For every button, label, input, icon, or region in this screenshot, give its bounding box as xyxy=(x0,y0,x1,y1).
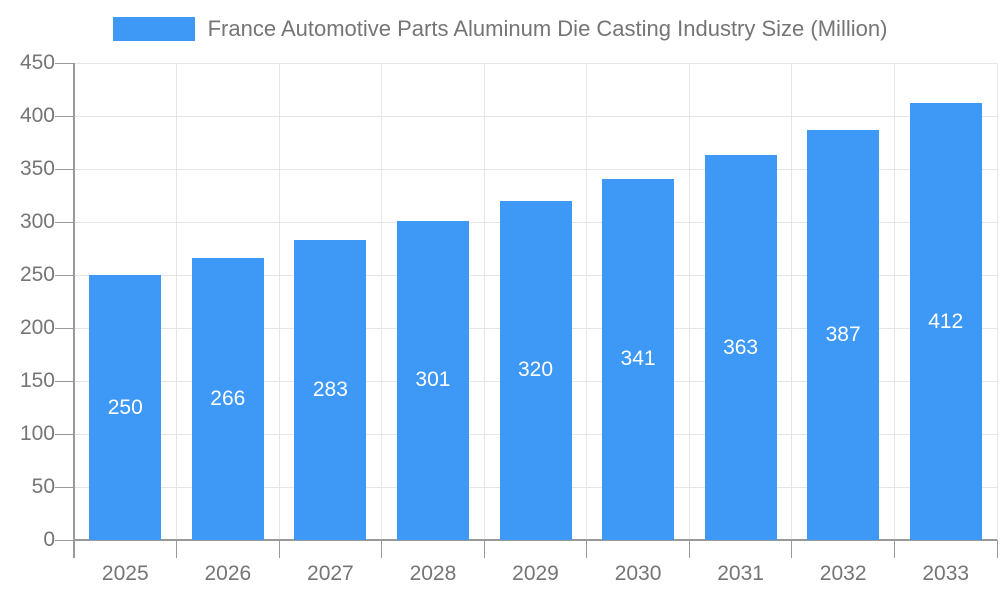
y-axis-label: 400 xyxy=(19,104,55,127)
y-axis-label: 300 xyxy=(19,210,55,233)
bar-2029[interactable] xyxy=(499,200,572,540)
y-axis-label: 200 xyxy=(19,316,55,339)
x-tick xyxy=(483,540,485,558)
v-gridline xyxy=(688,63,690,540)
x-axis-line xyxy=(74,539,997,541)
h-gridline xyxy=(74,115,997,117)
v-gridline xyxy=(791,63,793,540)
x-axis-label: 2025 xyxy=(101,562,149,585)
v-gridline xyxy=(483,63,485,540)
x-axis-label: 2030 xyxy=(614,562,662,585)
x-tick xyxy=(586,540,588,558)
bar-2026[interactable] xyxy=(191,258,264,540)
legend-swatch[interactable] xyxy=(112,17,195,41)
x-axis-label: 2028 xyxy=(409,562,457,585)
y-tick xyxy=(55,168,74,170)
x-axis-label: 2026 xyxy=(204,562,252,585)
y-axis-line xyxy=(73,63,75,558)
x-tick xyxy=(278,540,280,558)
bar-2030[interactable] xyxy=(602,178,675,540)
x-tick xyxy=(688,540,690,558)
legend: France Automotive Parts Aluminum Die Cas… xyxy=(0,14,1000,44)
bar-2033[interactable] xyxy=(909,103,982,540)
v-gridline xyxy=(381,63,383,540)
bar-2025[interactable] xyxy=(89,275,162,540)
v-gridline xyxy=(893,63,895,540)
y-axis-label: 100 xyxy=(19,422,55,445)
y-tick xyxy=(55,221,74,223)
y-tick xyxy=(55,539,74,541)
bar-2032[interactable] xyxy=(807,129,880,540)
x-tick xyxy=(791,540,793,558)
v-gridline xyxy=(586,63,588,540)
v-gridline xyxy=(176,63,178,540)
bar-value-label: 283 xyxy=(312,378,348,401)
x-tick xyxy=(381,540,383,558)
y-tick xyxy=(55,115,74,117)
y-axis-label: 150 xyxy=(19,369,55,392)
x-tick xyxy=(176,540,178,558)
y-tick xyxy=(55,433,74,435)
chart-title: France Automotive Parts Aluminum Die Cas… xyxy=(207,16,888,41)
bar-value-label: 320 xyxy=(517,358,554,382)
y-tick xyxy=(55,327,74,329)
h-gridline xyxy=(74,62,997,64)
y-tick xyxy=(55,62,74,64)
y-axis-label: 450 xyxy=(19,51,55,74)
h-gridline xyxy=(74,168,997,170)
y-tick xyxy=(55,486,74,488)
y-axis-label: 0 xyxy=(43,528,55,551)
x-axis-label: 2033 xyxy=(922,562,970,585)
bar-value-label: 363 xyxy=(723,335,759,359)
x-axis-label: 2029 xyxy=(512,562,559,585)
x-tick xyxy=(996,540,998,558)
bar-value-label: 341 xyxy=(620,347,656,371)
y-tick xyxy=(55,274,74,276)
y-axis-label: 50 xyxy=(31,475,55,498)
bar-value-label: 266 xyxy=(210,387,246,411)
bar-value-label: 387 xyxy=(825,322,861,346)
y-axis-label: 350 xyxy=(19,157,55,180)
y-tick xyxy=(55,380,74,382)
x-axis-label: 2031 xyxy=(717,562,764,585)
bar-value-label: 250 xyxy=(107,395,143,419)
y-axis-label: 250 xyxy=(19,263,55,286)
v-gridline xyxy=(996,63,998,540)
bar-value-label: 301 xyxy=(415,368,451,392)
bar-2031[interactable] xyxy=(704,155,777,540)
bar-2028[interactable] xyxy=(396,220,469,540)
x-axis-label: 2032 xyxy=(819,562,867,585)
x-axis-label: 2027 xyxy=(307,562,354,585)
x-tick xyxy=(893,540,895,558)
bar-2027[interactable] xyxy=(294,240,367,540)
v-gridline xyxy=(278,63,280,540)
bar-value-label: 412 xyxy=(928,309,964,333)
